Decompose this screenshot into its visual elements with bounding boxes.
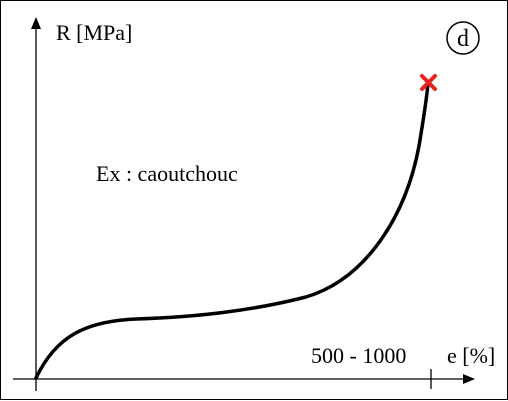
stress-strain-curve — [34, 81, 430, 380]
panel-label: d — [457, 26, 469, 52]
y-axis-label: R [MPa] — [56, 20, 132, 45]
material-note: Ex : caoutchouc — [96, 161, 238, 186]
x-cross-icon — [420, 74, 437, 91]
x-axis-label: e [%] — [447, 343, 495, 368]
x-tick-label: 500 - 1000 — [311, 343, 406, 368]
panel-label-circle — [446, 21, 480, 55]
